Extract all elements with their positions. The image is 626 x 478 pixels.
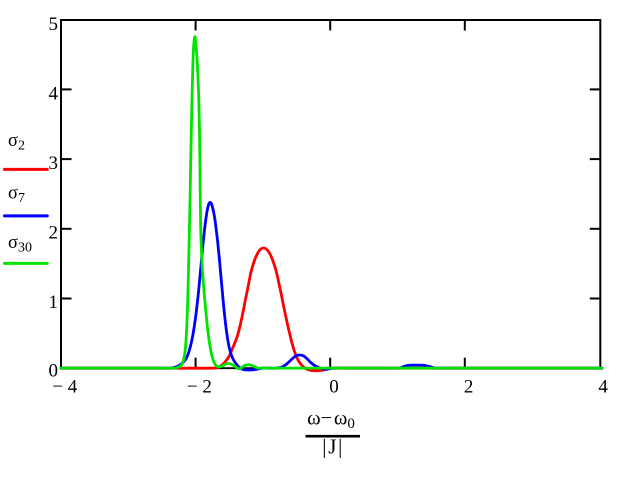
svg-text:2: 2	[49, 223, 59, 244]
svg-text:4: 4	[598, 376, 608, 397]
svg-text:4: 4	[49, 83, 59, 104]
svg-text:3: 3	[49, 153, 59, 174]
svg-text:ω− ω0: ω− ω0	[307, 408, 355, 433]
svg-text:2: 2	[464, 376, 474, 397]
svg-text:| J |: | J |	[322, 435, 342, 459]
svg-text:0: 0	[329, 376, 339, 397]
svg-text:1: 1	[49, 292, 59, 313]
svg-text:− 4: − 4	[52, 376, 77, 397]
svg-text:0: 0	[49, 360, 59, 381]
svg-text:− 2: − 2	[187, 376, 212, 397]
svg-text:5: 5	[49, 14, 59, 35]
